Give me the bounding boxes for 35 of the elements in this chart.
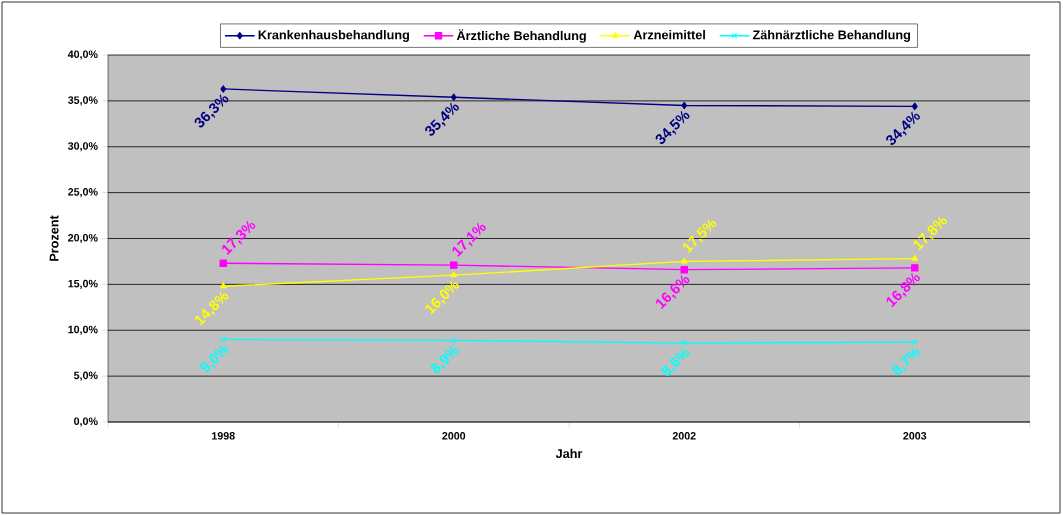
point — [911, 102, 918, 111]
point — [681, 340, 688, 346]
legend-label: Arzneimittel — [633, 30, 705, 40]
y-tick-label: 40,0% — [67, 50, 98, 60]
point — [911, 339, 918, 345]
point — [219, 282, 227, 289]
point — [450, 93, 457, 101]
legend-label: Ärztliche Behandlung — [456, 29, 586, 43]
point — [911, 254, 919, 261]
x-tick-label: 2002 — [672, 432, 696, 440]
y-tick-label: 20,0% — [68, 233, 98, 244]
point — [450, 271, 458, 278]
x-tick-label: 2003 — [903, 432, 927, 440]
point — [450, 337, 457, 344]
point — [911, 264, 919, 272]
y-axis-title: Prozent — [49, 215, 59, 261]
point — [680, 265, 688, 274]
y-tick-label: 0,0% — [74, 417, 98, 427]
x-tick-label: 1998 — [212, 432, 235, 440]
y-tick-label: 30,0% — [67, 142, 98, 152]
point — [680, 257, 688, 264]
y-tick-label: 10,0% — [68, 325, 98, 335]
point — [681, 101, 688, 110]
x-tick-label: 2000 — [442, 432, 466, 440]
y-tick-label: 5,0% — [73, 371, 98, 381]
point — [219, 259, 227, 268]
legend-label: Zähnärztliche Behandlung — [752, 30, 911, 42]
point — [450, 261, 458, 269]
point — [220, 85, 227, 93]
x-axis-title: Jahr — [555, 448, 583, 459]
y-tick-label: 15,0% — [68, 279, 98, 289]
y-tick-label: 35,0% — [67, 96, 98, 106]
legend-label: Krankenhausbehandlung — [258, 30, 409, 42]
y-tick-label: 25,0% — [68, 188, 98, 198]
point — [220, 336, 227, 343]
